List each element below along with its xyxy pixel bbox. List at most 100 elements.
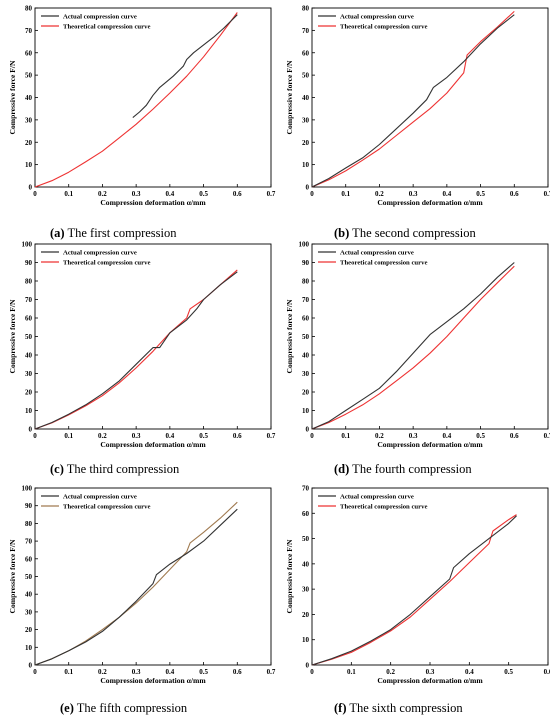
- series-line-actual: [311, 14, 515, 188]
- y-tick-label: 90: [25, 259, 33, 267]
- y-axis-label: Compressive force F/N: [8, 299, 17, 373]
- caption-label: (b): [334, 226, 350, 240]
- y-tick-label: 40: [25, 591, 33, 599]
- y-tick-label: 70: [302, 485, 310, 493]
- x-tick-label: 0.5: [199, 190, 208, 198]
- y-tick-label: 100: [299, 241, 310, 249]
- y-tick-label: 20: [302, 611, 310, 619]
- x-tick-label: 0.3: [409, 432, 418, 440]
- y-tick-label: 0: [29, 662, 33, 670]
- series-line-theoretical: [34, 269, 238, 430]
- x-tick-label: 0.4: [442, 190, 451, 198]
- x-tick-label: 0.5: [504, 668, 513, 676]
- x-tick-label: 0.5: [199, 668, 208, 676]
- y-axis-label: Compressive force F/N: [285, 539, 294, 613]
- series-line-theoretical: [311, 10, 515, 188]
- x-tick-label: 0.3: [426, 668, 435, 676]
- y-tick-label: 20: [25, 626, 33, 634]
- x-tick-label: 0.6: [544, 668, 550, 676]
- y-tick-label: 80: [302, 5, 310, 13]
- caption-label: (a): [50, 226, 65, 240]
- y-tick-label: 60: [25, 555, 33, 563]
- x-tick-label: 0.3: [132, 668, 141, 676]
- y-tick-label: 70: [25, 27, 33, 35]
- x-tick-label: 0.2: [98, 190, 107, 198]
- caption-text: The third compression: [63, 462, 180, 476]
- y-tick-label: 90: [25, 502, 33, 510]
- y-tick-label: 10: [25, 161, 33, 169]
- caption-text: The second compression: [349, 226, 476, 240]
- x-tick-label: 0.1: [64, 668, 73, 676]
- caption-label: (d): [334, 462, 350, 476]
- caption-label: (e): [60, 701, 74, 715]
- caption-d: (d) The fourth compression: [334, 462, 472, 477]
- y-tick-label: 20: [302, 389, 310, 397]
- y-axis-label: Compressive force F/N: [8, 539, 17, 613]
- chart-panel-c: 0 0.1 0.2 0.3 0.4 0.5 0.6 0.7 0 10 20 30 40 50 60 70 80 9…: [0, 240, 276, 480]
- y-tick-label: 0: [306, 426, 310, 434]
- y-tick-label: 0: [29, 426, 33, 434]
- x-tick-label: 0.5: [476, 432, 485, 440]
- x-tick-label: 0.1: [341, 190, 350, 198]
- plot-frame: [311, 7, 549, 188]
- legend-label-theoretical: Theoretical compression curve: [340, 503, 427, 510]
- x-axis-label: Compression deformation α/mm: [100, 198, 206, 207]
- caption-f: (f) The sixth compression: [334, 701, 463, 716]
- y-tick-label: 50: [302, 333, 310, 341]
- y-tick-label: 90: [302, 259, 310, 267]
- caption-c: (c) The third compression: [50, 462, 179, 477]
- y-axis-label: Compressive force F/N: [8, 60, 17, 134]
- y-tick-label: 70: [302, 27, 310, 35]
- y-tick-label: 10: [302, 407, 310, 415]
- y-tick-label: 10: [302, 161, 310, 169]
- x-axis-label: Compression deformation α/mm: [100, 440, 206, 449]
- x-tick-label: 0.7: [267, 190, 276, 198]
- y-tick-label: 40: [25, 94, 33, 102]
- chart-panel-a: 0 0.1 0.2 0.3 0.4 0.5 0.6 0.7 0 10 20 30 40 50 60 70 80 C…: [0, 0, 276, 241]
- x-tick-label: 0: [310, 432, 314, 440]
- legend-label-actual: Actual compression curve: [63, 493, 137, 500]
- x-tick-label: 0.3: [132, 190, 141, 198]
- y-tick-label: 20: [25, 389, 33, 397]
- x-tick-label: 0.6: [510, 190, 519, 198]
- series-line-actual: [132, 14, 238, 119]
- x-tick-label: 0: [310, 190, 314, 198]
- y-tick-label: 50: [25, 333, 33, 341]
- x-tick-label: 0: [310, 668, 314, 676]
- y-tick-label: 80: [25, 520, 33, 528]
- x-tick-label: 0.5: [476, 190, 485, 198]
- plot-frame: [34, 487, 272, 666]
- legend-label-theoretical: Theoretical compression curve: [63, 259, 150, 266]
- legend-label-actual: Actual compression curve: [340, 249, 414, 256]
- x-tick-label: 0.1: [347, 668, 356, 676]
- series-line-theoretical: [311, 514, 517, 666]
- chart-panel-d: 0 0.1 0.2 0.3 0.4 0.5 0.6 0.7 0 10 20 30 40 50 60 70 80 9…: [274, 240, 550, 480]
- chart-d: 0 0.1 0.2 0.3 0.4 0.5 0.6 0.7 0 10 20 30 40 50 60 70 80 9…: [285, 241, 550, 450]
- legend-label-actual: Actual compression curve: [340, 493, 414, 500]
- chart-b: 0 0.1 0.2 0.3 0.4 0.5 0.6 0.7 0 10 20 30 40 50 60 70 80 C…: [285, 5, 550, 208]
- caption-text: The fourth compression: [349, 462, 472, 476]
- series-line-actual: [34, 271, 238, 430]
- y-tick-label: 80: [302, 278, 310, 286]
- y-tick-label: 0: [29, 184, 33, 192]
- caption-e: (e) The fifth compression: [60, 701, 187, 716]
- x-tick-label: 0.4: [165, 432, 174, 440]
- x-tick-label: 0.7: [544, 190, 550, 198]
- y-tick-label: 70: [302, 296, 310, 304]
- legend-label-actual: Actual compression curve: [63, 13, 137, 20]
- y-tick-label: 100: [22, 241, 33, 249]
- x-tick-label: 0.6: [233, 190, 242, 198]
- caption-a: (a) The first compression: [50, 226, 176, 241]
- chart-panel-e: 0 0.1 0.2 0.3 0.4 0.5 0.6 0.7 0 10 20 30 40 50 60 70 80 9…: [0, 483, 276, 723]
- chart-a: 0 0.1 0.2 0.3 0.4 0.5 0.6 0.7 0 10 20 30 40 50 60 70 80 C…: [8, 5, 276, 208]
- caption-label: (c): [50, 462, 64, 476]
- y-tick-label: 0: [306, 184, 310, 192]
- y-tick-label: 30: [25, 116, 33, 124]
- y-tick-label: 50: [25, 573, 33, 581]
- legend-label-actual: Actual compression curve: [63, 249, 137, 256]
- x-tick-label: 0.1: [64, 432, 73, 440]
- plot-frame: [34, 7, 272, 188]
- x-tick-label: 0.4: [465, 668, 474, 676]
- caption-text: The fifth compression: [73, 701, 188, 715]
- x-tick-label: 0.4: [165, 190, 174, 198]
